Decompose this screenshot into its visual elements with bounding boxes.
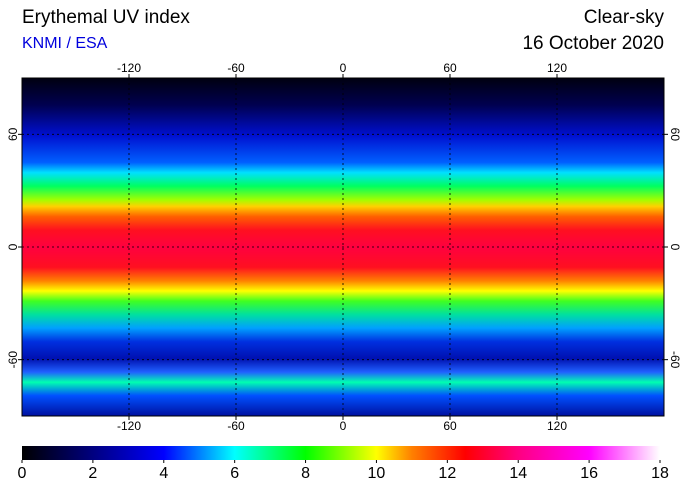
lat-tick-label: 0 bbox=[6, 243, 20, 250]
colorbar-tick-label: 8 bbox=[301, 465, 310, 482]
colorbar-tick-label: 6 bbox=[230, 465, 239, 482]
lon-tick-label: 60 bbox=[443, 61, 457, 75]
subtitle: KNMI / ESA bbox=[22, 35, 108, 52]
colorbar-tick-label: 10 bbox=[368, 465, 386, 482]
lon-tick-label: -120 bbox=[117, 61, 141, 75]
lon-tick-label: 0 bbox=[340, 61, 347, 75]
colorbar-tick-label: 14 bbox=[509, 465, 527, 482]
colorbar-tick-label: 16 bbox=[580, 465, 598, 482]
right-title: Clear-sky bbox=[584, 7, 665, 28]
lat-tick-label: -60 bbox=[6, 351, 20, 369]
lon-tick-label: -60 bbox=[227, 61, 245, 75]
lat-tick-label: -60 bbox=[668, 351, 682, 369]
colorbar-tick-label: 2 bbox=[88, 465, 97, 482]
colorbar-tick-label: 4 bbox=[159, 465, 168, 482]
lat-tick-label: 60 bbox=[6, 127, 20, 141]
title: Erythemal UV index bbox=[22, 7, 190, 28]
colorbar bbox=[22, 446, 660, 460]
colorbar-tick-label: 12 bbox=[438, 465, 456, 482]
lon-tick-label: 0 bbox=[340, 419, 347, 433]
lat-tick-label: 60 bbox=[668, 128, 682, 142]
colorbar-tick-label: 0 bbox=[18, 465, 27, 482]
lat-tick-label: 0 bbox=[668, 244, 682, 251]
lon-tick-label: 120 bbox=[547, 419, 567, 433]
lon-tick-label: -60 bbox=[227, 419, 245, 433]
lon-tick-label: 60 bbox=[443, 419, 457, 433]
colorbar-tick-label: 18 bbox=[651, 465, 669, 482]
lon-tick-label: 120 bbox=[547, 61, 567, 75]
lon-tick-label: -120 bbox=[117, 419, 141, 433]
date: 16 October 2020 bbox=[522, 33, 664, 54]
